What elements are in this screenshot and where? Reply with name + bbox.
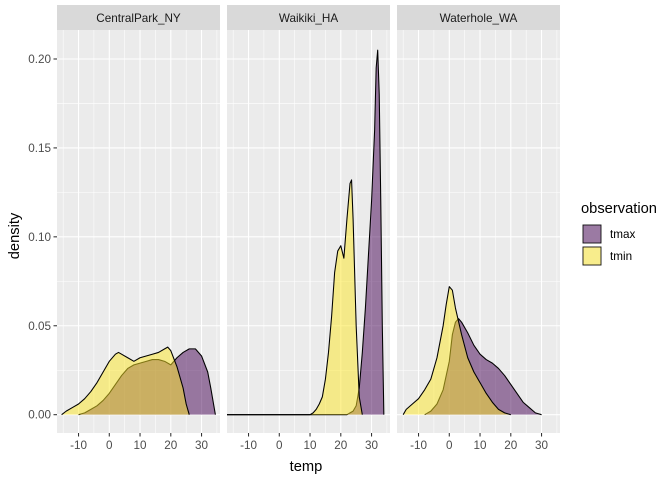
x-tick-label: 0	[446, 439, 453, 452]
x-axis: -10 0 10 20 30	[70, 433, 209, 452]
x-tick-label: 30	[535, 439, 549, 452]
x-tick-label: 20	[334, 439, 348, 452]
x-tick-label: 0	[106, 439, 113, 452]
x-axis: -10 0 10 20 30	[240, 433, 379, 452]
density-line-tmin	[402, 286, 511, 416]
x-tick-label: 0	[276, 439, 283, 452]
density-area-tmin	[403, 286, 511, 415]
x-tick-label: 10	[304, 439, 318, 452]
facet-panel-centralpark-ny: CentralPark_NY	[57, 5, 220, 433]
x-tick-label: 10	[474, 439, 488, 452]
facet-strip	[397, 5, 560, 30]
facet-panel-waikiki-ha: Waikiki_HA	[227, 5, 390, 433]
y-tick-label: 0.10	[28, 231, 51, 244]
legend-swatch-tmax	[582, 224, 602, 244]
legend-swatch-tmin	[582, 246, 602, 266]
facet-panel-waterhole-wa: Waterhole_WA	[397, 5, 560, 433]
y-axis: 0.00 0.05 0.10 0.15 0.20	[28, 53, 57, 422]
x-tick-label: 30	[195, 439, 209, 452]
facet-strip	[57, 5, 220, 30]
density-area-tmin	[61, 347, 190, 415]
x-axis-title: temp	[290, 459, 323, 475]
y-axis-title: density	[7, 212, 23, 259]
x-tick-label: -10	[240, 439, 257, 452]
legend-label-tmin: tmin	[610, 250, 632, 263]
y-tick-label: 0.20	[28, 53, 51, 66]
y-tick-label: 0.00	[28, 409, 51, 422]
facet-panels: CentralPark_NY Waikiki_HA Waterhole_WA	[57, 5, 560, 433]
facet-strip-label: Waterhole_WA	[440, 12, 518, 25]
x-tick-label: 20	[164, 439, 178, 452]
legend-label-tmax: tmax	[610, 228, 635, 241]
y-tick-label: 0.15	[28, 142, 51, 155]
facet-strip	[227, 5, 390, 30]
legend-title: observation	[581, 201, 657, 217]
x-tick-label: 10	[134, 439, 148, 452]
legend: observation tmax tmin	[581, 201, 657, 266]
density-area-tmax	[227, 50, 384, 415]
facet-strip-label: Waikiki_HA	[279, 12, 339, 25]
density-line-tmin	[227, 179, 363, 416]
x-tick-label: -10	[70, 439, 87, 452]
x-tick-label: -10	[410, 439, 427, 452]
facet-strip-label: CentralPark_NY	[96, 12, 181, 25]
x-axis: -10 0 10 20 30	[410, 433, 549, 452]
y-tick-label: 0.05	[28, 320, 51, 333]
x-axes: -10 0 10 20 30 -10 0 10 20 30 -10 0 10 20 30	[70, 433, 549, 452]
density-line-tmin	[61, 346, 190, 416]
x-tick-label: 30	[365, 439, 379, 452]
x-tick-label: 20	[504, 439, 518, 452]
